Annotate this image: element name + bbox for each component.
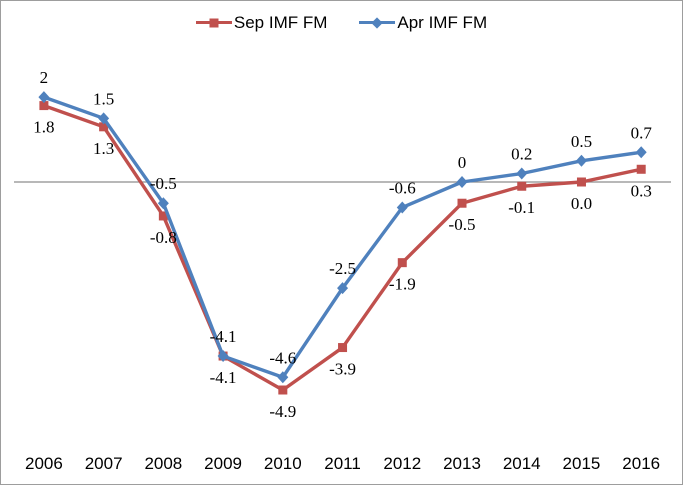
data-label-apr-imf-fm-2014: 0.2 <box>511 145 532 164</box>
data-label-apr-imf-fm-2006: 2 <box>40 68 49 87</box>
legend-item-sep-imf-fm: Sep IMF FM <box>195 13 328 32</box>
x-axis-label-2007: 2007 <box>85 454 123 473</box>
data-point-square-2011 <box>338 343 348 353</box>
data-label-sep-imf-fm-2011: -3.9 <box>329 360 356 379</box>
data-point-diamond-2010 <box>277 371 289 384</box>
data-point-square-2008 <box>158 211 168 221</box>
x-axis-label-2011: 2011 <box>324 454 361 473</box>
data-point-diamond-2013 <box>456 176 468 188</box>
data-label-apr-imf-fm-2015: 0.5 <box>571 132 592 151</box>
data-point-diamond-2016 <box>635 146 647 159</box>
x-axis-label-2006: 2006 <box>25 454 63 473</box>
data-label-apr-imf-fm-2012: -0.6 <box>389 178 416 197</box>
data-label-sep-imf-fm-2006: 1.8 <box>33 118 54 137</box>
square-marker-icon <box>209 18 219 27</box>
data-label-sep-imf-fm-2010: -4.9 <box>269 402 296 421</box>
data-point-diamond-2007 <box>98 112 110 125</box>
data-point-square-2010 <box>278 385 288 395</box>
data-label-apr-imf-fm-2008: -0.5 <box>150 174 177 193</box>
x-axis-label-2014: 2014 <box>503 454 541 473</box>
data-label-apr-imf-fm-2009: -4.1 <box>210 327 237 346</box>
data-label-apr-imf-fm-2013: 0 <box>458 153 467 172</box>
data-label-sep-imf-fm-2008: -0.8 <box>150 228 177 247</box>
legend-label-sep-imf-fm: Sep IMF FM <box>233 13 328 32</box>
data-point-square-2014 <box>517 181 527 191</box>
data-label-sep-imf-fm-2007: 1.3 <box>93 139 114 158</box>
diamond-marker-icon <box>371 16 384 29</box>
x-axis-label-2010: 2010 <box>264 454 302 473</box>
x-axis-label-2016: 2016 <box>622 454 660 473</box>
data-label-sep-imf-fm-2009: -4.1 <box>210 368 237 387</box>
data-point-square-2013 <box>457 198 467 208</box>
x-axis-label-2008: 2008 <box>144 454 182 473</box>
data-label-apr-imf-fm-2016: 0.7 <box>631 123 653 142</box>
data-point-diamond-2015 <box>575 154 587 167</box>
data-point-square-2006 <box>39 101 49 111</box>
data-point-square-2012 <box>397 258 407 268</box>
data-label-sep-imf-fm-2012: -1.9 <box>389 275 416 294</box>
data-point-diamond-2008 <box>157 197 169 210</box>
data-label-sep-imf-fm-2015: 0.0 <box>571 194 592 213</box>
data-label-apr-imf-fm-2011: -2.5 <box>329 259 356 278</box>
data-label-apr-imf-fm-2007: 1.5 <box>93 89 114 108</box>
data-point-diamond-2012 <box>396 201 408 214</box>
x-axis-label-2015: 2015 <box>563 454 601 473</box>
x-axis-label-2013: 2013 <box>443 454 481 473</box>
x-axis-label-2012: 2012 <box>383 454 421 473</box>
legend-item-apr-imf-fm: Apr IMF FM <box>359 14 487 31</box>
data-point-diamond-2009 <box>217 350 229 363</box>
series-line-apr-imf-fm <box>43 95 642 379</box>
data-label-sep-imf-fm-2014: -0.1 <box>508 198 535 217</box>
chart-legend: Sep IMF FM Apr IMF FM <box>1 14 682 31</box>
data-point-square-2007 <box>99 122 109 132</box>
data-label-apr-imf-fm-2010: -4.6 <box>269 348 296 367</box>
legend-label-apr-imf-fm: Apr IMF FM <box>397 13 488 32</box>
data-label-sep-imf-fm-2016: 0.3 <box>631 181 652 200</box>
data-point-square-2015 <box>576 177 586 187</box>
x-axis-label-2009: 2009 <box>204 454 242 473</box>
data-point-square-2016 <box>636 164 646 174</box>
data-point-diamond-2006 <box>38 91 50 104</box>
data-point-diamond-2014 <box>516 167 528 180</box>
data-point-diamond-2011 <box>337 282 349 295</box>
legend-swatch-sep <box>195 16 232 29</box>
legend-swatch-apr <box>359 16 396 29</box>
data-label-sep-imf-fm-2013: -0.5 <box>449 215 476 234</box>
